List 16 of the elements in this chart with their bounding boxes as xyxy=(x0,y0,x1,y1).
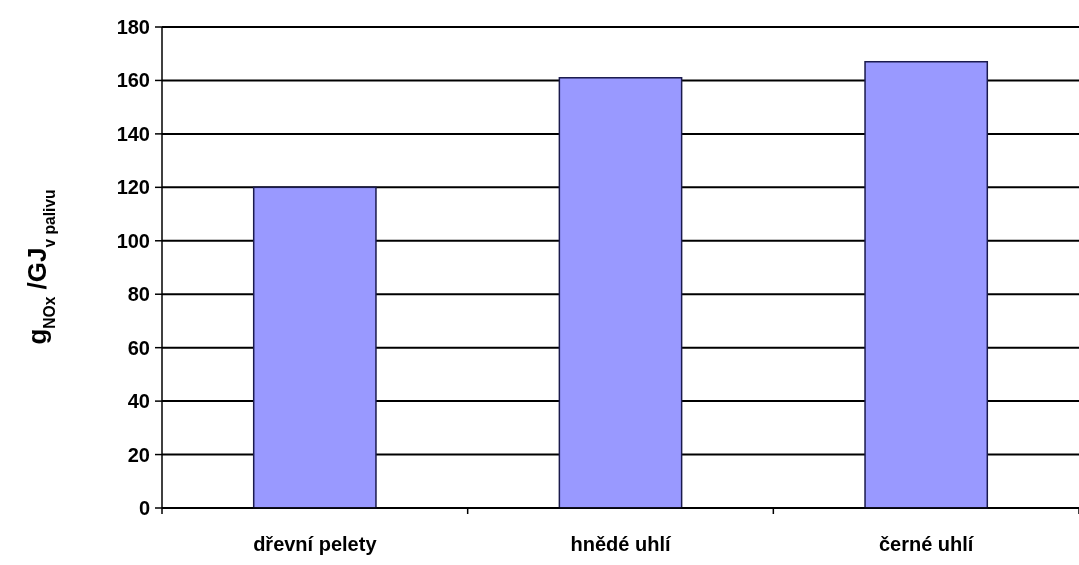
y-tick-label: 160 xyxy=(116,69,150,92)
y-tick-label: 80 xyxy=(127,283,150,306)
y-tick-label: 120 xyxy=(116,176,150,199)
y-tick-label: 40 xyxy=(127,390,150,413)
bar xyxy=(558,77,683,509)
x-tick-label: hnědé uhlí xyxy=(570,533,672,555)
y-tick-label: 180 xyxy=(116,16,150,38)
y-tick-label: 20 xyxy=(127,443,150,466)
y-tick-label: 0 xyxy=(138,497,150,519)
y-tick-label: 60 xyxy=(127,336,150,359)
bar xyxy=(864,60,989,509)
y-tick-label: 140 xyxy=(116,122,150,145)
x-tick-label: dřevní pelety xyxy=(253,533,378,555)
bar xyxy=(252,186,377,509)
y-tick-label: 100 xyxy=(116,229,150,252)
x-tick-label: černé uhlí xyxy=(878,533,975,555)
